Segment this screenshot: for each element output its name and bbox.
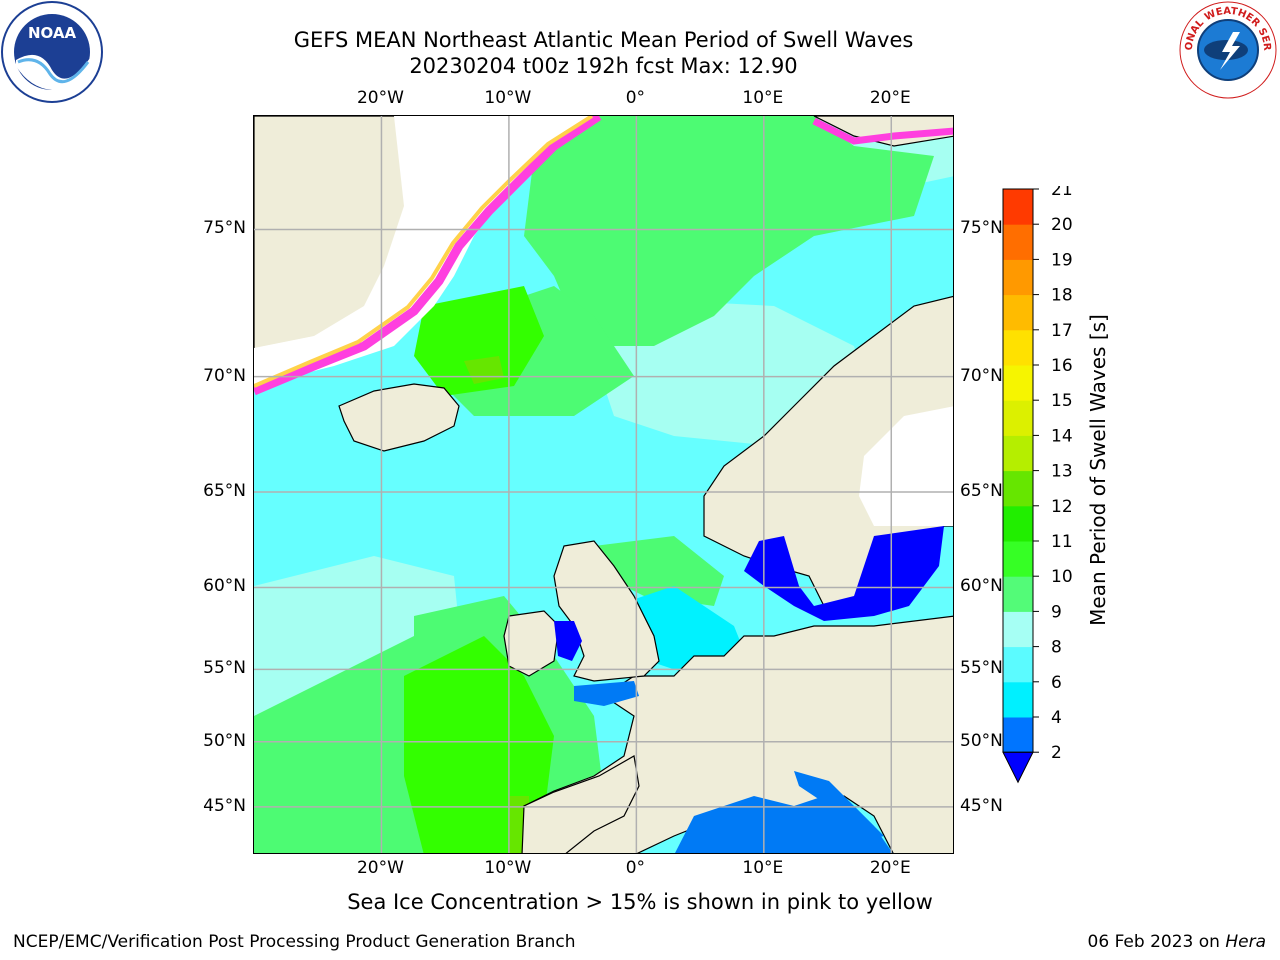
machine-name: Hera — [1225, 932, 1266, 952]
colorbar-segment — [1003, 611, 1033, 648]
colorbar-tick-label: 2 — [1051, 743, 1062, 763]
axis-tick-label: 75°N — [960, 218, 1003, 239]
axis-tick-label: 10°W — [484, 88, 532, 108]
axis-tick-label: 10°E — [742, 88, 784, 108]
axis-tick-label: 20°E — [869, 858, 911, 878]
colorbar-segment — [1003, 259, 1033, 296]
colorbar-tick-label: 18 — [1051, 286, 1073, 306]
colorbar-tick-label: 16 — [1051, 356, 1073, 376]
noaa-logo-text: NOAA — [28, 24, 77, 42]
colorbar-segment — [1003, 576, 1033, 612]
nws-logo: NATIONAL WEATHER SERVICE — [1178, 0, 1277, 99]
sea-ice-edge — [254, 116, 602, 396]
colorbar-tick-label: 6 — [1051, 673, 1062, 693]
land-iceland — [338, 383, 460, 452]
adriatic-sea — [794, 771, 884, 841]
colorbar-segment — [1003, 189, 1033, 225]
land-ireland — [503, 610, 560, 677]
colorbar-segment — [1003, 470, 1033, 507]
colorbar-segment — [1003, 294, 1033, 331]
colorbar-tick-label: 19 — [1051, 250, 1073, 270]
axis-tick-label: 0° — [625, 858, 646, 878]
map-canvas — [254, 116, 953, 853]
sea-ice-svalbard — [812, 117, 953, 145]
axis-tick-label: 60°N — [960, 576, 1003, 597]
colorbar-label: Mean Period of Swell Waves [s] — [1086, 314, 1110, 626]
axis-tick-label: 70°N — [203, 365, 246, 386]
irish-sea — [554, 621, 582, 661]
colorbar-tick-label: 4 — [1051, 708, 1062, 728]
axis-tick-label: 10°W — [484, 858, 532, 878]
colorbar-tick-label: 20 — [1051, 215, 1073, 235]
colorbar-tick-label: 12 — [1051, 497, 1073, 517]
map-panel — [253, 115, 954, 854]
sea-ice-note: Sea Ice Concentration > 15% is shown in … — [347, 890, 933, 914]
colorbar-tick-label: 14 — [1051, 426, 1073, 446]
colorbar-tick-label: 11 — [1051, 532, 1073, 552]
axis-tick-label: 75°N — [203, 218, 246, 239]
axis-tick-label: 65°N — [203, 480, 246, 501]
swell-zone-9-10-north — [524, 116, 934, 346]
axis-tick-label: 70°N — [960, 365, 1003, 386]
colorbar-tick-label: 21 — [1051, 186, 1073, 200]
colorbar-tick-label: 9 — [1051, 602, 1062, 622]
swell-zone-9-10-norwegian — [594, 536, 724, 606]
baltic-sea — [744, 526, 944, 621]
graticule — [254, 116, 953, 853]
axis-tick-label: 20°W — [356, 858, 404, 878]
date-stamp: 06 Feb 2023 on Hera — [1088, 932, 1266, 952]
colorbar-segment — [1003, 505, 1033, 542]
axis-tick-label: 0° — [625, 88, 646, 108]
colorbar-tick-label: 13 — [1051, 462, 1073, 482]
land-great-britain — [553, 540, 660, 682]
colorbar-tick-label: 8 — [1051, 638, 1062, 658]
colorbar-segment — [1003, 435, 1033, 472]
axis-tick-label: 10°E — [742, 858, 784, 878]
axis-tick-label: 60°N — [203, 576, 246, 597]
chart-subtitle: 20230204 t00z 192h fcst Max: 12.90 — [409, 54, 798, 78]
colorbar-segment — [1003, 365, 1033, 401]
chart-title: GEFS MEAN Northeast Atlantic Mean Period… — [293, 28, 914, 52]
date-text: 06 Feb 2023 on — [1087, 932, 1220, 952]
colorbar-segment — [1003, 541, 1033, 577]
colorbar-segment — [1003, 717, 1033, 753]
axis-tick-label: 20°W — [356, 88, 404, 108]
axis-tick-label: 65°N — [960, 480, 1003, 501]
axis-tick-label: 45°N — [960, 795, 1003, 816]
axis-tick-label: 20°E — [869, 88, 911, 108]
colorbar-tick-label: 15 — [1051, 391, 1073, 411]
colorbar-segment — [1003, 646, 1033, 683]
swell-zone-10-11-iceland-north — [414, 286, 544, 396]
sea-ice-edge-inner — [254, 116, 594, 388]
colorbar-segment — [1003, 224, 1033, 260]
colorbar-tick-label: 17 — [1051, 321, 1073, 341]
axis-tick-label: 45°N — [203, 795, 246, 816]
credit-text: NCEP/EMC/Verification Post Processing Pr… — [13, 932, 576, 952]
colorbar-segment — [1003, 400, 1033, 436]
axis-tick-label: 50°N — [960, 730, 1003, 751]
baltic-white — [859, 406, 953, 526]
colorbar-segment — [1003, 681, 1033, 718]
axis-tick-label: 50°N — [203, 730, 246, 751]
colorbar-tick-label: 10 — [1051, 567, 1073, 587]
noaa-logo: NOAA — [1, 1, 103, 103]
colorbar-segment — [1003, 329, 1033, 366]
colorbar: 2 4 6 8 9 10 11 12 13 14 15 16 17 18 19 20 21 — [1002, 186, 1073, 784]
english-channel — [574, 681, 639, 706]
axis-tick-label: 55°N — [203, 658, 246, 679]
axis-tick-label: 55°N — [960, 658, 1003, 679]
land-svalbard — [813, 116, 953, 147]
colorbar-under-arrow — [1002, 751, 1034, 784]
